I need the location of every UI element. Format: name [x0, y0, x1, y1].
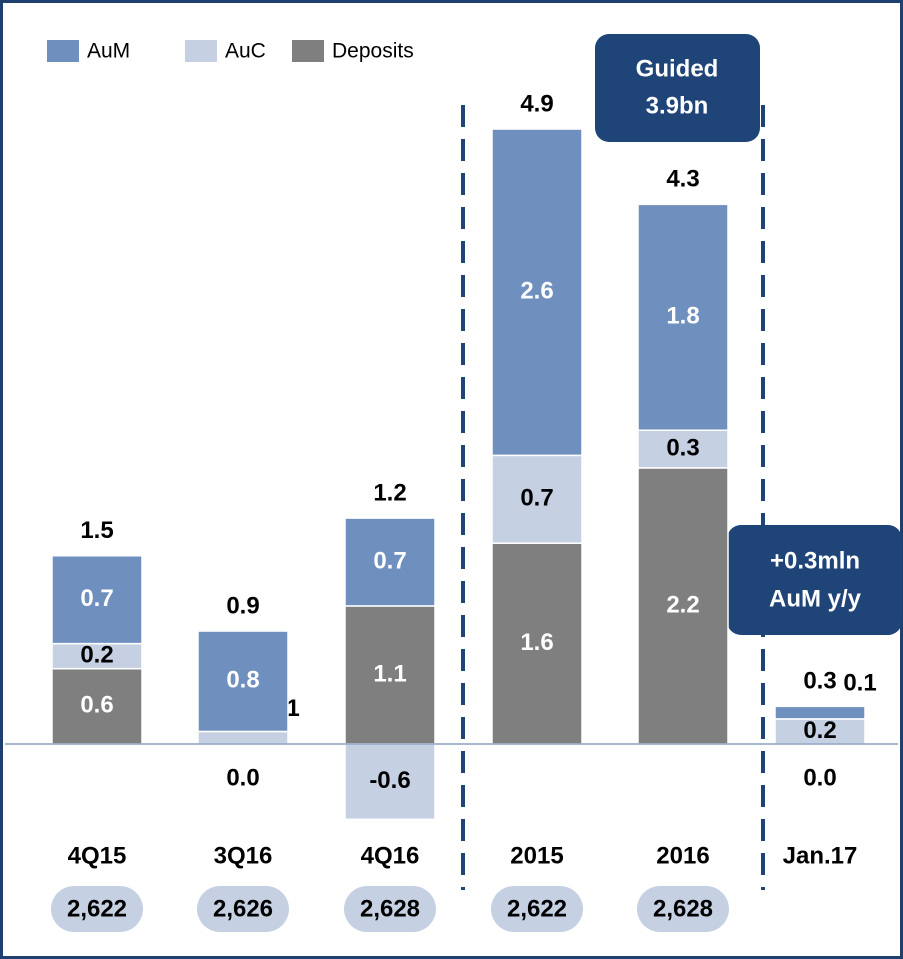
bar-segment [491, 454, 583, 544]
annotation-text: 3.9bn [646, 92, 709, 119]
bottom-label: 2,628 [360, 895, 420, 922]
x-tick-label: Jan.17 [783, 842, 858, 869]
bottom-pill [344, 886, 436, 932]
value-label: 0.8 [226, 667, 259, 694]
total-label: 1.2 [373, 479, 406, 506]
total-label: 4.3 [666, 166, 699, 193]
x-tick-label: 4Q16 [361, 842, 420, 869]
value-label: 0.6 [80, 692, 113, 719]
value-label: 1.1 [373, 660, 406, 687]
x-tick-label: 2015 [510, 842, 563, 869]
bar-segment [637, 429, 729, 469]
value-label: 2.6 [520, 278, 553, 305]
bottom-label: 2,622 [507, 895, 567, 922]
legend-label: AuC [225, 40, 266, 63]
bottom-pill [637, 886, 729, 932]
annotation-text: +0.3mln [770, 547, 860, 574]
bottom-pill [491, 886, 583, 932]
bar-segment [344, 743, 436, 821]
bar-segment [51, 555, 143, 645]
total-label: 4.9 [520, 90, 553, 117]
legend-swatch [47, 40, 79, 62]
bar-segment [491, 128, 583, 457]
legend-swatch [292, 40, 324, 62]
value-label: 0.2 [80, 641, 113, 668]
legend-swatch [185, 40, 217, 62]
value-label: 1.8 [666, 303, 699, 330]
annotation: Guided 3.9bn [595, 34, 760, 142]
x-tick-label: 2016 [656, 842, 709, 869]
bottom-pill [51, 886, 143, 932]
total-label: 0.9 [226, 592, 259, 619]
value-label: 0.3 [666, 434, 699, 461]
x-tick-label: 3Q16 [214, 842, 273, 869]
value-label: 1.6 [520, 629, 553, 656]
legend-label: Deposits [332, 40, 414, 63]
annotation: +0.3mln AuM y/y [727, 525, 902, 635]
total-label: 0.3 [803, 668, 836, 695]
bar-segment [51, 642, 143, 670]
bar-segment [491, 542, 583, 745]
annotation-box [727, 525, 902, 635]
bottom-pill [197, 886, 289, 932]
annotation-box [595, 34, 760, 142]
value-label: 0.2 [803, 717, 836, 744]
bottom-label: 2,628 [653, 895, 713, 922]
bar-segment [197, 730, 289, 745]
annotation-text: AuM y/y [769, 585, 862, 612]
value-label: -0.6 [369, 767, 410, 794]
annotation-text: Guided [636, 55, 719, 82]
x-tick-label: 4Q15 [68, 842, 127, 869]
value-label: 0.7 [80, 585, 113, 612]
value-label: 0.0 [803, 764, 836, 791]
value-label: 0.7 [520, 485, 553, 512]
bar-segment [637, 467, 729, 745]
value-label: 0.7 [373, 547, 406, 574]
value-label: 2.2 [666, 591, 699, 618]
bar-segment [197, 630, 289, 733]
bar-segment [344, 517, 436, 607]
bar-segment [774, 705, 866, 720]
bar-segment [774, 718, 866, 745]
total-label: 1.5 [80, 517, 113, 544]
bottom-label: 2,622 [67, 895, 127, 922]
value-label: 0.0 [226, 764, 259, 791]
bar-segment [637, 203, 729, 431]
bottom-label: 2,626 [213, 895, 273, 922]
legend-label: AuM [87, 40, 130, 63]
value-label: 0.1 [843, 670, 876, 697]
